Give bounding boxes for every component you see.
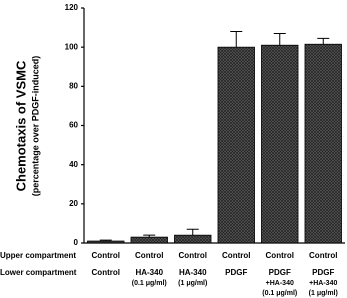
bar — [304, 43, 342, 244]
y-tick-label: 120 — [65, 3, 79, 12]
error-bar — [143, 234, 156, 238]
x-tick-label: (0.1 μg/ml) — [262, 290, 297, 297]
x-tick-label: HA-340 — [179, 268, 207, 277]
lower-row-label: Lower compartment — [0, 268, 77, 277]
y-tick-label: 100 — [65, 42, 79, 51]
bar — [87, 240, 125, 244]
x-tick-label: (1 μg/ml) — [309, 290, 338, 297]
x-tick-label: PDGF — [225, 268, 247, 277]
x-tick-label: +HA-340 — [266, 280, 294, 287]
upper-row-label: Upper compartment — [0, 251, 76, 260]
upper-category-label: Control — [266, 251, 294, 260]
y-tick-label: 60 — [69, 121, 78, 130]
y-tick-label: 40 — [69, 160, 78, 169]
upper-category-label: Control — [92, 251, 120, 260]
y-tick-label: 0 — [74, 238, 79, 247]
y-tick-label: 20 — [69, 199, 78, 208]
error-bar — [317, 37, 330, 45]
error-bar — [99, 239, 112, 242]
x-tick-label: +HA-340 — [309, 280, 337, 287]
y-tick-label: 80 — [69, 81, 78, 90]
error-bar — [186, 228, 199, 236]
x-tick-label: (1 μg/ml) — [178, 280, 207, 287]
y-axis-title: Chemotaxis of VSMC — [13, 60, 28, 191]
upper-category-label: Control — [179, 251, 207, 260]
error-bar — [273, 32, 286, 46]
upper-category-label: Control — [222, 251, 250, 260]
bar — [261, 44, 299, 244]
bar — [174, 234, 212, 244]
y-axis-subtitle: (percentage over PDGF-induced) — [30, 56, 40, 197]
bar — [217, 46, 255, 244]
x-tick-label: PDGF — [312, 268, 334, 277]
x-tick-label: (0.1 μg/ml) — [132, 280, 167, 287]
upper-category-label: Control — [135, 251, 163, 260]
x-tick-label: PDGF — [269, 268, 291, 277]
bar — [130, 236, 168, 244]
x-tick-label: Control — [92, 268, 120, 277]
error-bar — [230, 31, 243, 48]
x-tick-label: HA-340 — [135, 268, 163, 277]
upper-category-label: Control — [309, 251, 337, 260]
